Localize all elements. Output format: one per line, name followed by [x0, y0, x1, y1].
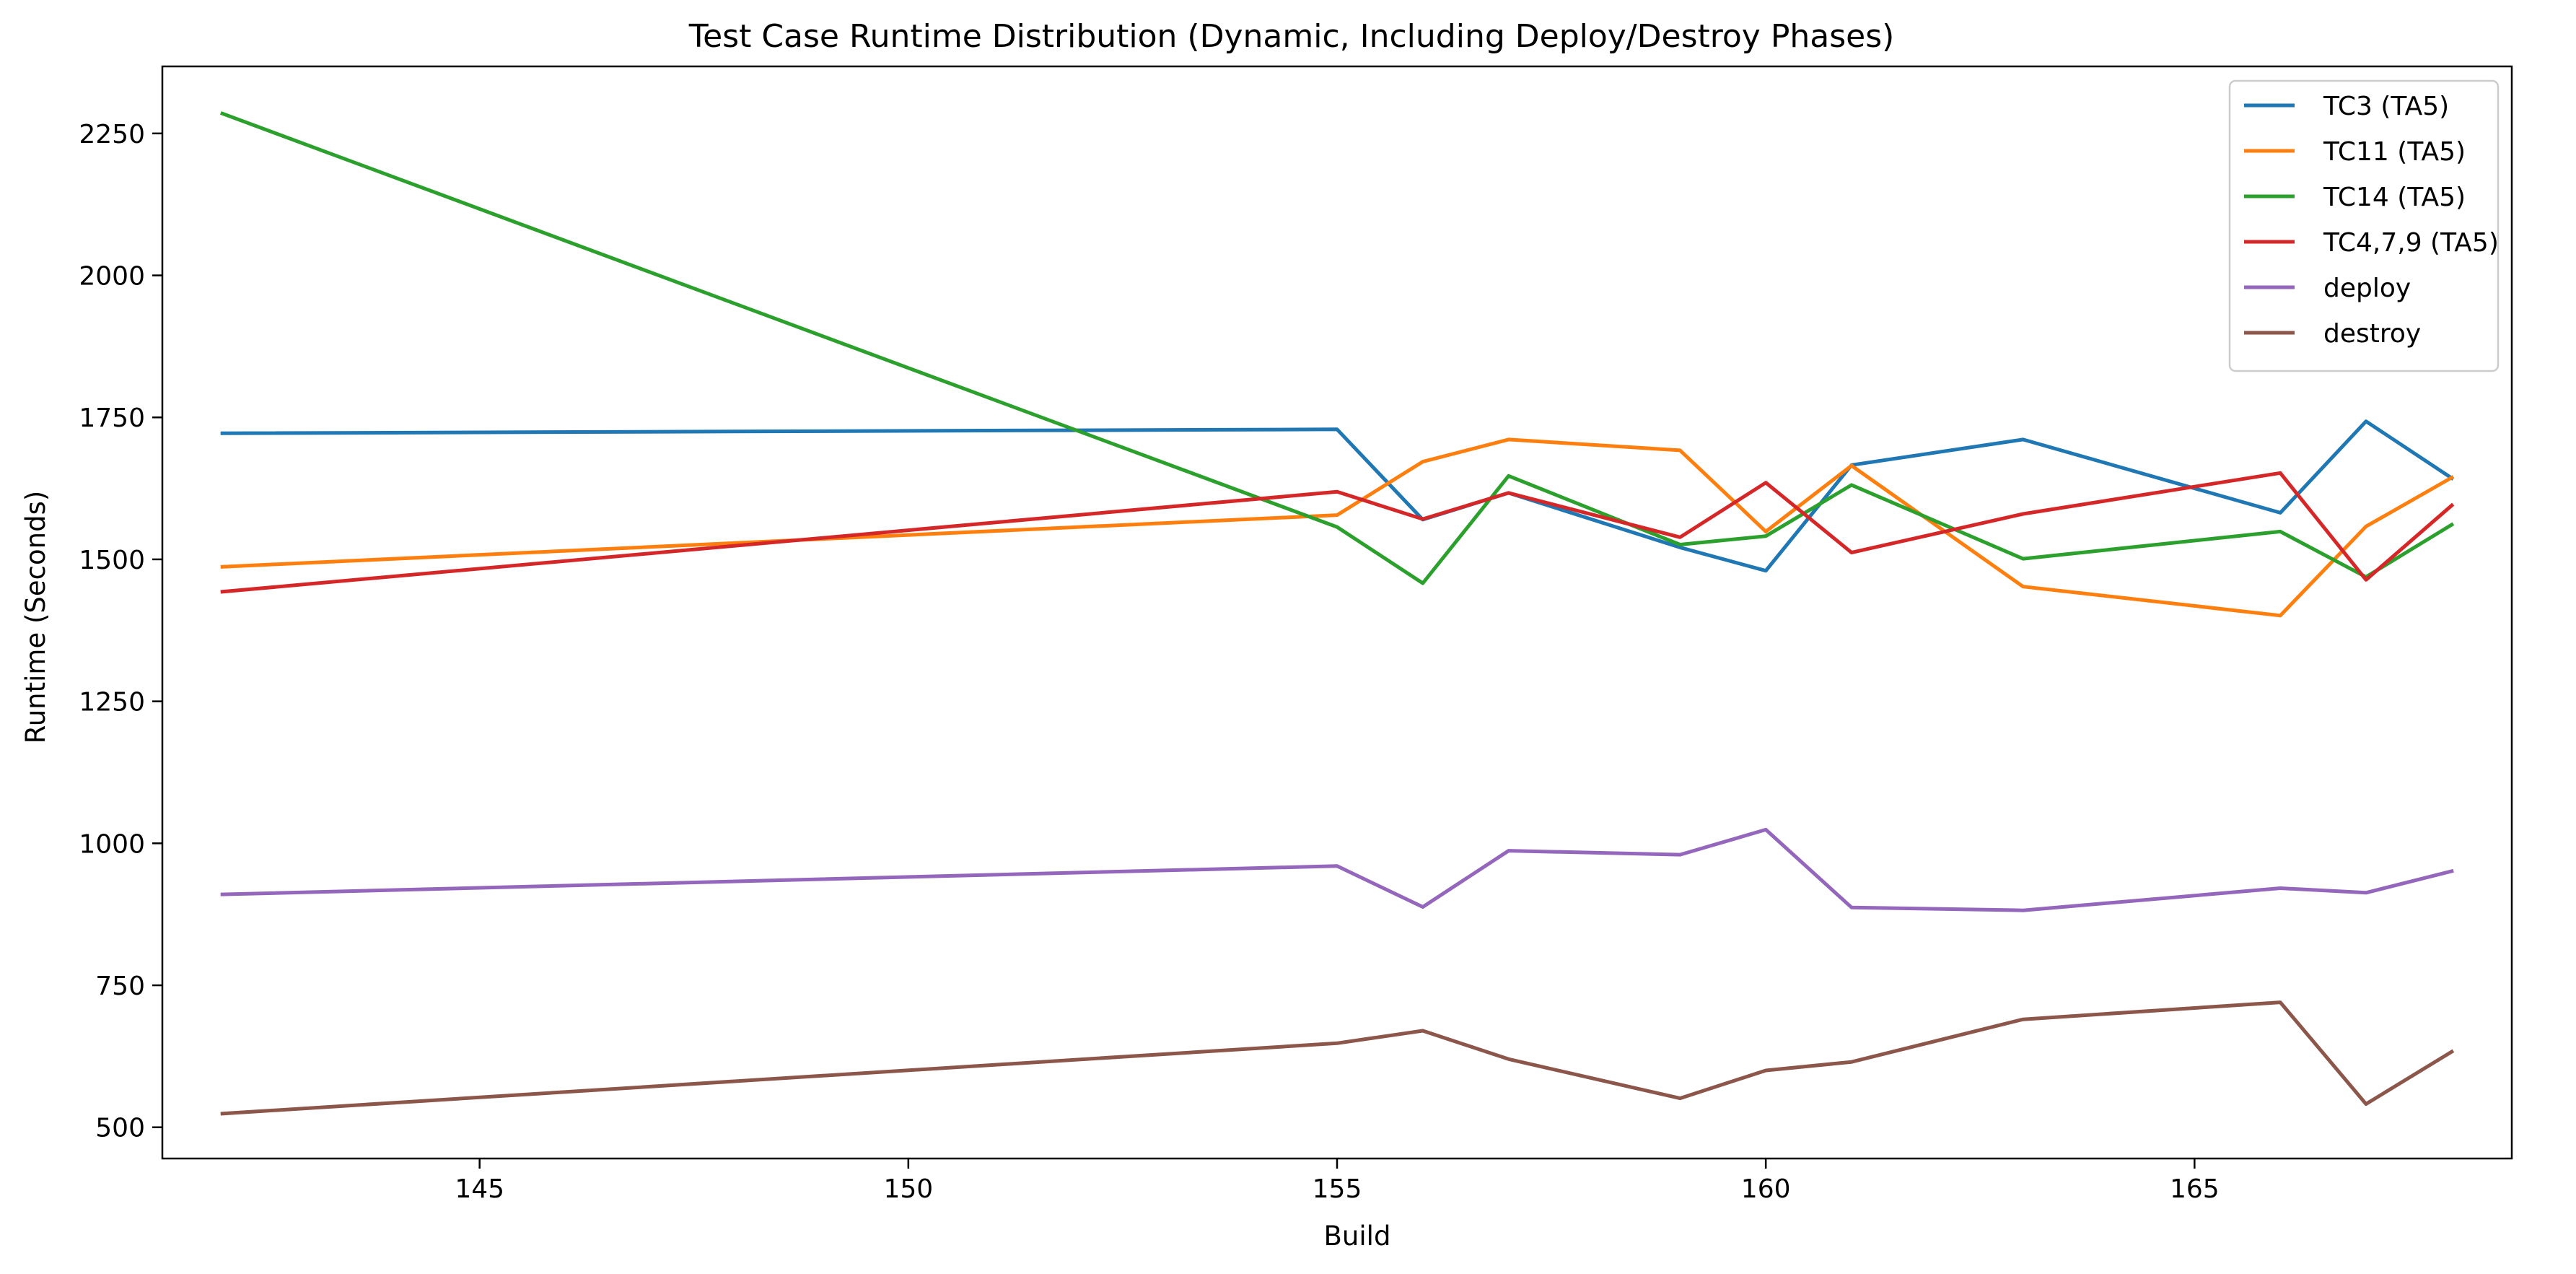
legend-label: TC11 (TA5) — [2323, 137, 2466, 167]
plot-series — [219, 111, 2455, 1116]
legend-label: TC3 (TA5) — [2323, 92, 2449, 121]
x-tick-label: 160 — [1741, 1174, 1791, 1204]
x-tick-label: 165 — [2170, 1174, 2220, 1204]
y-tick-label: 750 — [95, 972, 145, 1001]
x-tick-label: 150 — [883, 1174, 933, 1204]
chart-title: Test Case Runtime Distribution (Dynamic,… — [688, 18, 1895, 55]
series-line-2 — [220, 437, 2455, 618]
series-line-3 — [219, 111, 2455, 585]
legend-label: TC4,7,9 (TA5) — [2323, 228, 2499, 258]
y-tick-label: 1000 — [79, 829, 145, 859]
series-line-5 — [220, 827, 2454, 912]
series-line-6 — [220, 1000, 2455, 1116]
plot-frame — [161, 65, 2513, 1160]
legend-label: TC14 (TA5) — [2323, 183, 2466, 212]
series-line-4 — [220, 471, 2455, 594]
y-tick-label: 2250 — [79, 120, 145, 149]
legend-label: deploy — [2323, 274, 2411, 303]
y-tick-label: 2000 — [79, 262, 145, 292]
y-tick-label: 1750 — [79, 403, 145, 433]
x-axis-ticks: 145 150 155 160 165 — [455, 1159, 2220, 1204]
y-tick-label: 500 — [95, 1114, 145, 1143]
legend-box — [2228, 79, 2500, 372]
x-tick-label: 145 — [455, 1174, 504, 1204]
x-tick-label: 155 — [1313, 1174, 1362, 1204]
legend-label: destroy — [2323, 319, 2421, 349]
series-line-1 — [220, 419, 2455, 573]
y-axis-label: Runtime (Seconds) — [20, 491, 51, 744]
y-tick-label: 1500 — [79, 546, 145, 575]
legend: TC3 (TA5) TC11 (TA5) TC14 (TA5) TC4,7,9 (TA… — [2228, 79, 2500, 372]
y-axis-ticks: 500 750 1000 1250 1500 1750 2000 2250 — [79, 120, 162, 1143]
y-tick-label: 1250 — [79, 688, 145, 717]
x-axis-label: Build — [1324, 1221, 1391, 1252]
